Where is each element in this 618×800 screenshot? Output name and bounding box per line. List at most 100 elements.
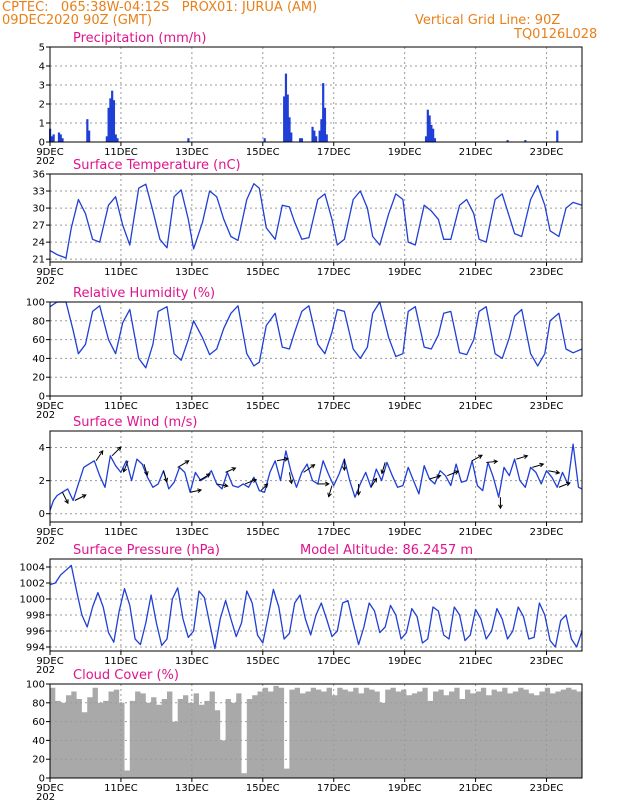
precip-bar [50, 136, 53, 142]
x-tick-label: 17DEC [317, 401, 351, 412]
y-tick-label: 998 [26, 611, 45, 622]
wind-vector-head [116, 446, 122, 452]
wind-vector [244, 478, 258, 485]
y-tick-label: 0 [39, 509, 45, 520]
precip-bar [311, 126, 314, 142]
wind-vector-head [356, 491, 361, 496]
wind-vector [288, 472, 294, 485]
y-tick-label: 1 [39, 119, 45, 130]
precip-bar [290, 132, 293, 142]
precip-bar [116, 138, 119, 142]
x-tick-label: 13DEC [175, 656, 209, 667]
x-tick-label: 23DEC [530, 147, 564, 158]
y-tick-label: 27 [32, 221, 45, 232]
y-tick-label: 1004 [20, 563, 45, 574]
wind-vector-head [98, 450, 104, 455]
x-tick-label: 17DEC [317, 783, 351, 794]
panel-humidity: 0 20 40 60 80 100 9DEC 11DEC 13DEC 15DEC 17DEC 19DE… [26, 286, 583, 421]
precip-bar [428, 115, 431, 142]
precip-bar [88, 130, 91, 142]
y-tick-label: 994 [26, 643, 45, 654]
wind-vector-shaft [177, 460, 189, 468]
y-tick-label: 100 [26, 680, 45, 691]
precip-bar [112, 100, 116, 142]
precip-bar [323, 107, 327, 142]
y-tick-label: 0 [39, 774, 45, 785]
wind-vector-shaft [244, 479, 257, 485]
wind-vector [189, 488, 203, 493]
precip-bar [300, 138, 304, 142]
header-run-time: 09DEC2020 90Z (GMT) [2, 13, 153, 28]
precip-bar [325, 134, 328, 142]
x-tick-label: 21DEC [459, 656, 493, 667]
header-location: CPTEC: 065:38W-04:12S PROX01: JURUA (AM) [2, 0, 318, 15]
precip-bar [432, 128, 435, 142]
pressure-title: Surface Pressure (hPa) [73, 543, 220, 558]
panel-frame [49, 430, 583, 523]
wind-vector-head [205, 473, 211, 478]
wind-vector-head [498, 504, 503, 510]
wind-vector [370, 477, 378, 488]
wind-vector-shaft [216, 483, 228, 487]
y-tick-label: 4 [39, 443, 45, 454]
humidity-series-line [49, 301, 583, 369]
y-tick-label: 2 [39, 100, 45, 111]
panel-frame [49, 173, 583, 263]
x-tick-label: 9DEC [36, 401, 63, 412]
precip-bar [322, 83, 325, 142]
wind-vector-head [380, 469, 386, 475]
x-tick-label: 21DEC [459, 527, 493, 538]
x-tick-label: 21DEC [459, 267, 493, 278]
x-tick-label: 17DEC [317, 656, 351, 667]
x-tick-label: 13DEC [175, 267, 209, 278]
precip-bar [283, 96, 286, 142]
wind-vector-head [342, 466, 347, 472]
precip-bar [426, 109, 429, 142]
y-tick-label: 24 [32, 238, 45, 249]
year-fragment-label: 202 [36, 410, 55, 421]
x-tick-label: 9DEC [36, 527, 63, 538]
y-tick-label: 60 [32, 335, 45, 346]
precip-bar [114, 134, 117, 142]
wind-vector-shaft [198, 473, 211, 482]
wind-vector-shaft [163, 470, 168, 482]
y-tick-label: 30 [32, 204, 45, 215]
year-fragment-label: 202 [36, 792, 55, 800]
wind-vector [486, 459, 499, 465]
wind-vector-head [310, 464, 316, 469]
precip-bar [430, 124, 433, 142]
wind-vector-head [565, 481, 571, 487]
precip-bar [109, 98, 112, 142]
x-tick-label: 13DEC [175, 147, 209, 158]
precip-bar [263, 138, 266, 142]
wind-vector-shaft [111, 446, 122, 457]
precip-bar [320, 119, 323, 142]
wind-vector [327, 485, 333, 498]
precip-bar [86, 119, 89, 142]
precip-bar [313, 130, 316, 142]
wind-vector [225, 467, 237, 473]
year-fragment-label: 202 [36, 156, 55, 167]
wind-vector [471, 454, 483, 462]
wind-vector-shaft [303, 464, 315, 473]
wind-vector [317, 481, 330, 487]
precip-bar [556, 130, 559, 142]
x-tick-label: 9DEC [36, 147, 63, 158]
x-tick-label: 23DEC [530, 267, 564, 278]
temperature-title: Surface Temperature (nC) [73, 158, 241, 173]
x-tick-label: 13DEC [175, 783, 209, 794]
wind-vector-shaft [143, 463, 148, 476]
x-tick-label: 19DEC [388, 527, 422, 538]
wind-vector-head [454, 470, 460, 475]
y-tick-label: 3 [39, 81, 45, 92]
wind-vector [380, 462, 386, 475]
wind-vector [177, 460, 190, 468]
panel-temperature: 21 24 27 30 33 36 9DEC 11DEC 13DEC 15DEC 17DEC 19DE… [32, 158, 583, 287]
wind-vector-head [184, 460, 190, 465]
wind-vector [276, 456, 290, 462]
wind-vector-shaft [381, 462, 386, 474]
precip-bar [111, 90, 114, 142]
wind-vector-shaft [447, 470, 459, 477]
wind-vector-shaft [225, 467, 236, 473]
panel-frame [49, 558, 583, 652]
